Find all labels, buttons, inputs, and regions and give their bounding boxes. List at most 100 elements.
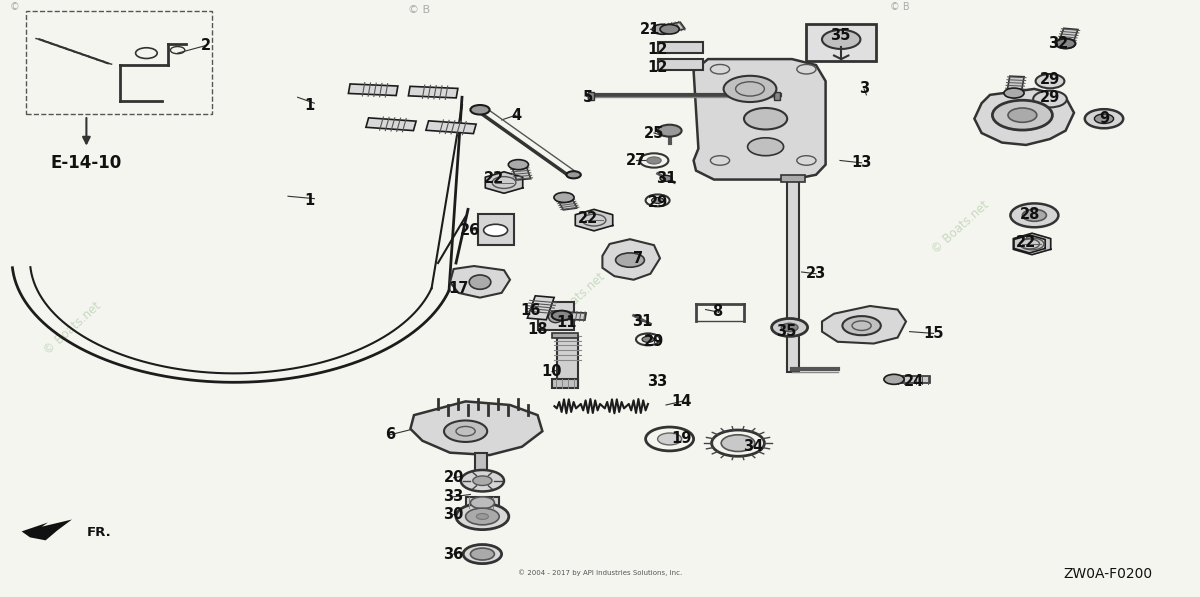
Polygon shape — [1014, 235, 1045, 253]
Bar — [557, 336, 578, 384]
Text: FR.: FR. — [86, 526, 112, 539]
Text: 5: 5 — [583, 90, 593, 105]
Text: 20: 20 — [444, 470, 463, 485]
Text: 4: 4 — [511, 107, 521, 122]
Text: 24: 24 — [905, 374, 924, 389]
Circle shape — [721, 435, 755, 451]
Polygon shape — [557, 196, 577, 210]
Bar — [475, 453, 487, 481]
Circle shape — [470, 497, 494, 509]
Text: 11: 11 — [556, 315, 577, 330]
Text: ZW0A-F0200: ZW0A-F0200 — [1063, 567, 1152, 581]
Text: 14: 14 — [672, 394, 691, 409]
Text: 10: 10 — [541, 364, 563, 379]
Bar — [466, 497, 499, 508]
Text: 35: 35 — [830, 27, 850, 43]
Polygon shape — [527, 296, 554, 320]
Circle shape — [642, 336, 654, 342]
Circle shape — [1022, 210, 1046, 221]
Polygon shape — [485, 172, 523, 193]
Text: 2: 2 — [202, 38, 211, 53]
Text: 29: 29 — [648, 195, 667, 210]
Circle shape — [748, 138, 784, 156]
Circle shape — [476, 513, 488, 519]
Polygon shape — [511, 164, 530, 180]
Text: 29: 29 — [1040, 90, 1060, 104]
Circle shape — [466, 508, 499, 525]
Text: © B: © B — [890, 2, 910, 12]
Text: 21: 21 — [641, 21, 660, 37]
Polygon shape — [1013, 233, 1051, 255]
Circle shape — [653, 24, 672, 34]
Polygon shape — [22, 519, 72, 540]
Circle shape — [461, 470, 504, 491]
Text: 7: 7 — [634, 251, 643, 266]
Bar — [552, 379, 578, 388]
Circle shape — [842, 316, 881, 335]
Circle shape — [1036, 74, 1064, 88]
Text: © Boats.net: © Boats.net — [929, 198, 991, 256]
Text: 35: 35 — [776, 324, 796, 339]
Bar — [588, 93, 594, 100]
Circle shape — [1010, 204, 1058, 227]
Polygon shape — [450, 266, 510, 298]
Text: 22: 22 — [1016, 235, 1036, 250]
Text: 29: 29 — [1040, 72, 1060, 87]
Text: 25: 25 — [644, 125, 664, 140]
Ellipse shape — [469, 275, 491, 290]
Text: 1: 1 — [305, 97, 314, 112]
Circle shape — [1056, 39, 1075, 48]
Circle shape — [1033, 91, 1067, 107]
Circle shape — [470, 105, 490, 115]
Circle shape — [444, 420, 487, 442]
Text: 27: 27 — [626, 153, 646, 168]
Polygon shape — [822, 306, 906, 343]
Circle shape — [1008, 108, 1037, 122]
Circle shape — [660, 176, 672, 181]
Circle shape — [473, 476, 492, 485]
Circle shape — [884, 374, 904, 384]
Circle shape — [744, 108, 787, 130]
Text: 34: 34 — [744, 439, 763, 454]
Circle shape — [724, 76, 776, 102]
Circle shape — [652, 198, 664, 204]
Polygon shape — [894, 376, 930, 383]
Circle shape — [1004, 88, 1024, 98]
Text: 19: 19 — [672, 432, 691, 447]
Circle shape — [554, 192, 574, 202]
Text: 33: 33 — [648, 374, 667, 389]
Text: 23: 23 — [806, 266, 826, 281]
Text: 22: 22 — [578, 211, 598, 226]
Bar — [806, 24, 876, 61]
Text: 26: 26 — [461, 223, 480, 238]
Polygon shape — [694, 59, 826, 180]
Text: ©: © — [10, 2, 19, 12]
Circle shape — [552, 311, 571, 321]
Text: E-14-10: E-14-10 — [50, 154, 122, 172]
Polygon shape — [560, 312, 586, 320]
Bar — [552, 333, 578, 338]
Circle shape — [772, 319, 808, 336]
Bar — [658, 42, 703, 53]
Text: © 2004 - 2017 by API Industries Solutions, Inc.: © 2004 - 2017 by API Industries Solution… — [518, 570, 682, 577]
Text: 12: 12 — [648, 42, 667, 57]
Polygon shape — [408, 87, 458, 98]
Polygon shape — [410, 401, 542, 455]
Circle shape — [647, 157, 661, 164]
Polygon shape — [426, 121, 476, 134]
Circle shape — [463, 544, 502, 564]
Text: 29: 29 — [644, 334, 664, 349]
Text: 15: 15 — [923, 326, 944, 341]
Circle shape — [822, 30, 860, 49]
Text: 18: 18 — [527, 322, 548, 337]
Circle shape — [1085, 109, 1123, 128]
Polygon shape — [1058, 28, 1078, 44]
Text: 6: 6 — [385, 427, 395, 442]
Text: 1: 1 — [305, 193, 314, 208]
Bar — [787, 179, 799, 372]
Polygon shape — [660, 22, 685, 33]
Text: 17: 17 — [449, 281, 468, 296]
Text: 31: 31 — [632, 314, 652, 329]
Polygon shape — [602, 239, 660, 280]
Polygon shape — [348, 84, 398, 96]
